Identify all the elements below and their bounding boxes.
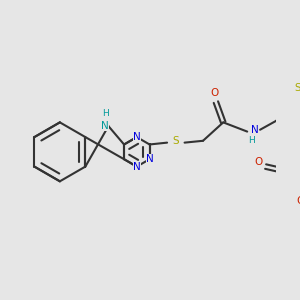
Text: N: N (251, 125, 258, 135)
Text: O: O (254, 157, 262, 167)
Text: N: N (133, 132, 141, 142)
Text: H: H (248, 136, 255, 145)
Text: H: H (102, 109, 109, 118)
Text: N: N (146, 154, 154, 164)
Text: N: N (133, 162, 141, 172)
Text: O: O (210, 88, 218, 98)
Text: N: N (101, 121, 109, 131)
Text: S: S (295, 83, 300, 93)
Text: O: O (296, 196, 300, 206)
Text: S: S (172, 136, 179, 146)
